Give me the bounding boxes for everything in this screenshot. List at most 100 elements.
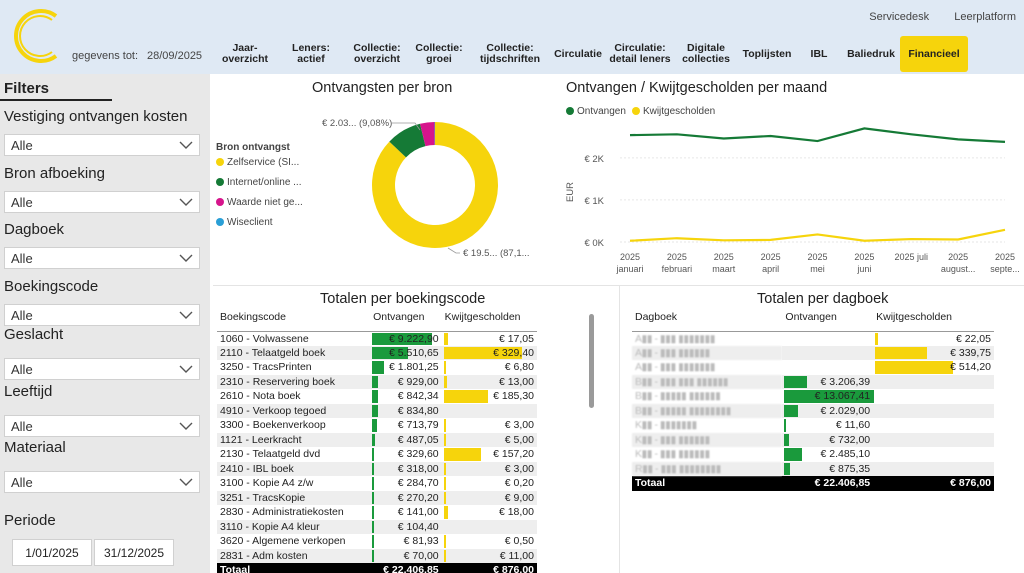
kwijtgescholden-cell: € 3,00 xyxy=(442,418,537,433)
table-row[interactable]: 3250 - TracsPrinten € 1.801,25 € 6,80 xyxy=(217,360,537,375)
ontvangen-cell: € 2.485,10 xyxy=(782,447,873,462)
data-bar xyxy=(784,433,790,446)
table-row[interactable]: 3251 - TracsKopie € 270,20 € 9,00 xyxy=(217,490,537,505)
column-header[interactable]: Kwijtgescholden xyxy=(441,311,537,332)
kwijtgescholden-cell: € 17,05 xyxy=(442,331,537,346)
table-row[interactable]: B▮▮ - ▮▮▮▮▮ ▮▮▮▮▮▮▮▮ € 2.029,00 xyxy=(632,403,994,418)
date-from-input[interactable]: 1/01/2025 xyxy=(12,539,92,566)
filter-dropdown[interactable]: Alle xyxy=(4,471,200,493)
kwijtgescholden-cell: € 0,50 xyxy=(442,534,537,549)
table-row[interactable]: B▮▮ - ▮▮▮ ▮▮▮ ▮▮▮▮▮▮ € 3.206,39 xyxy=(632,374,994,389)
ontvangen-cell: € 875,35 xyxy=(782,461,874,476)
filter-dropdown[interactable]: Alle xyxy=(4,247,200,269)
table-row[interactable]: K▮▮ - ▮▮▮ ▮▮▮▮▮▮ € 732,00 xyxy=(632,432,994,447)
kwijtgescholden-value: € 13,00 xyxy=(498,375,534,388)
table-row[interactable]: 1060 - Volwassene € 9.222,90 € 17,05 xyxy=(217,331,537,346)
table-row[interactable]: A▮▮ - ▮▮▮ ▮▮▮▮▮▮▮ € 514,20 xyxy=(632,360,994,375)
table-row[interactable]: 2610 - Nota boek € 842,34 € 185,30 xyxy=(217,389,537,404)
line-chart-title: Ontvangen / Kwijtgescholden per maand xyxy=(566,80,828,96)
tab-collectie[interactable]: Collectie: tijdschriften xyxy=(479,42,541,65)
data-bar xyxy=(443,433,446,446)
donut-legend-item[interactable]: Wiseclient xyxy=(216,217,273,228)
donut-legend-item[interactable]: Waarde niet ge... xyxy=(216,197,303,208)
column-header[interactable]: Ontvangen xyxy=(782,311,874,332)
line-legend-item[interactable]: Ontvangen xyxy=(566,106,626,117)
dropdown-value: Alle xyxy=(11,251,33,266)
tab-circulatie[interactable]: Circulatie: detail leners xyxy=(609,42,671,65)
line-legend-item[interactable]: Kwijtgescholden xyxy=(631,106,715,117)
filter-dropdown[interactable]: Alle xyxy=(4,134,200,156)
donut-slice[interactable] xyxy=(389,123,426,158)
filter-dropdown[interactable]: Alle xyxy=(4,358,200,380)
date-to-input[interactable]: 31/12/2025 xyxy=(94,539,174,566)
table-row[interactable]: R▮▮ - ▮▮▮ ▮▮▮▮▮▮▮▮ € 875,35 xyxy=(632,461,994,476)
table-row[interactable]: 4910 - Verkoop tegoed € 834,80 xyxy=(217,403,537,418)
table-row[interactable]: B▮▮ - ▮▮▮▮▮ ▮▮▮▮▮▮ € 13.067,41 xyxy=(632,389,994,404)
table-row[interactable]: 2410 - IBL boek € 318,00 € 3,00 xyxy=(217,461,537,476)
filter-dropdown[interactable]: Alle xyxy=(4,303,200,326)
series-line-ontvangen[interactable] xyxy=(629,127,1006,143)
row-label: B▮▮ - ▮▮▮▮▮ ▮▮▮▮▮▮ xyxy=(635,390,721,403)
ontvangen-cell: € 929,00 xyxy=(370,374,442,389)
table-row[interactable]: K▮▮ - ▮▮▮ ▮▮▮▮▮▮ € 2.485,10 xyxy=(632,447,994,462)
table-row[interactable]: 3620 - Algemene verkopen € 81,93 € 0,50 xyxy=(217,534,537,549)
servicedesk-link[interactable]: Servicedesk xyxy=(869,11,930,23)
row-label: 4910 - Verkoop tegoed xyxy=(217,403,371,418)
kwijtgescholden-cell: € 11,00 xyxy=(441,548,537,563)
tab-financieel[interactable]: Financieel xyxy=(900,36,968,72)
column-header[interactable]: Dagboek xyxy=(632,311,783,332)
tab-jaar-[interactable]: Jaar- overzicht xyxy=(221,42,269,65)
ontvangen-cell: € 284,70 xyxy=(370,476,442,491)
kwijtgescholden-cell xyxy=(873,389,994,404)
data-bar xyxy=(784,375,807,388)
filter-dropdown[interactable]: Alle xyxy=(4,414,200,437)
donut-legend-item[interactable]: Zelfservice (SI... xyxy=(216,157,299,168)
kwijtgescholden-value: € 329,40 xyxy=(493,346,534,359)
table-row[interactable]: 3300 - Boekenverkoop € 713,79 € 3,00 xyxy=(217,418,537,433)
column-header[interactable]: Boekingscode xyxy=(217,311,371,332)
donut-legend-item[interactable]: Internet/online ... xyxy=(216,177,302,188)
tab-leners[interactable]: Leners: actief xyxy=(292,42,330,65)
tab-toplijsten[interactable]: Toplijsten xyxy=(742,47,792,60)
tab-ibl[interactable]: IBL xyxy=(810,47,828,60)
table-row[interactable]: 2130 - Telaatgeld dvd € 329,60 € 157,20 xyxy=(217,447,537,462)
table-row[interactable]: 3100 - Kopie A4 z/w € 284,70 € 0,20 xyxy=(217,476,537,491)
table-row[interactable]: 2830 - Administratiekosten € 141,00 € 18,0… xyxy=(217,505,537,520)
table-row[interactable]: A▮▮ - ▮▮▮ ▮▮▮▮▮▮ € 339,75 xyxy=(632,345,994,360)
table-row[interactable]: 2110 - Telaatgeld boek € 5.510,65 € 329,40 xyxy=(217,345,537,360)
tab-collectie[interactable]: Collectie: overzicht xyxy=(353,42,401,65)
data-bar xyxy=(443,419,446,432)
donut-slice[interactable] xyxy=(372,122,498,249)
ontvangen-cell xyxy=(782,345,874,360)
chevron-down-icon xyxy=(179,422,193,430)
tab-digitale[interactable]: Digitale collecties xyxy=(682,42,730,65)
tab-collectie[interactable]: Collectie: groei xyxy=(415,42,463,65)
kwijtgescholden-cell: € 22,05 xyxy=(873,331,994,346)
tab-baliedruk[interactable]: Baliedruk xyxy=(847,47,895,60)
donut-slice[interactable] xyxy=(420,122,435,147)
table-row[interactable]: 3110 - Kopie A4 kleur € 104,40 xyxy=(217,519,537,534)
table1-title: Totalen per boekingscode xyxy=(320,291,486,307)
table-row[interactable]: 1121 - Leerkracht € 487,05 € 5,00 xyxy=(217,432,537,447)
filter-dropdown[interactable]: Alle xyxy=(4,190,200,213)
ontvangen-value: € 141,00 xyxy=(397,506,439,519)
leerplatform-link[interactable]: Leerplatform xyxy=(954,11,1016,23)
table-row[interactable]: A▮▮ - ▮▮▮ ▮▮▮▮▮▮▮ € 22,05 xyxy=(632,331,994,346)
filters-title: Filters xyxy=(4,80,50,97)
line-chart-legend: Ontvangen Kwijtgescholden xyxy=(566,106,721,117)
data-bar xyxy=(372,491,375,504)
data-bar xyxy=(443,477,446,490)
dropdown-value: Alle xyxy=(11,362,33,377)
row-label: K▮▮ - ▮▮▮ ▮▮▮▮▮▮ xyxy=(635,448,710,461)
kwijtgescholden-cell: € 157,20 xyxy=(442,447,537,462)
table-row[interactable]: 2831 - Adm kosten € 70,00 € 11,00 xyxy=(217,548,537,563)
column-header[interactable]: Kwijtgescholden xyxy=(873,311,994,332)
ontvangen-cell: € 834,80 xyxy=(370,403,442,418)
table1-scrollbar[interactable] xyxy=(589,314,594,408)
series-line-kwijtgescholden[interactable] xyxy=(629,228,1006,242)
tab-circulatie[interactable]: Circulatie xyxy=(554,47,602,60)
table-row[interactable]: 2310 - Reservering boek € 929,00 € 13,00 xyxy=(217,374,537,389)
table-row[interactable]: K▮▮ - ▮▮▮▮▮▮▮ € 11,60 xyxy=(632,418,994,433)
data-bar xyxy=(372,361,384,374)
column-header[interactable]: Ontvangen xyxy=(370,311,442,332)
